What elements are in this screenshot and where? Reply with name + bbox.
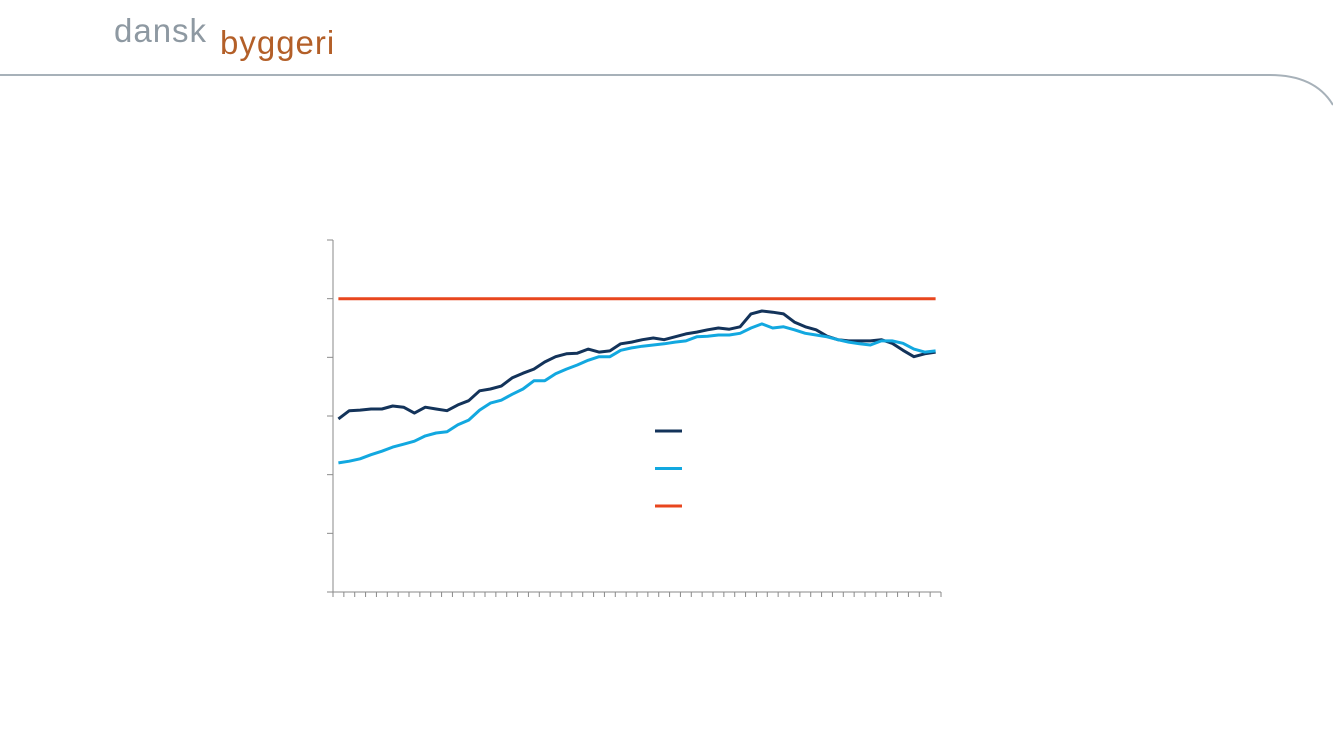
series-line <box>338 322 936 465</box>
series-line <box>337 309 936 421</box>
logo-text: byggeri <box>220 24 335 61</box>
logo-text: dansk <box>114 12 207 49</box>
header-rule <box>0 74 1333 106</box>
